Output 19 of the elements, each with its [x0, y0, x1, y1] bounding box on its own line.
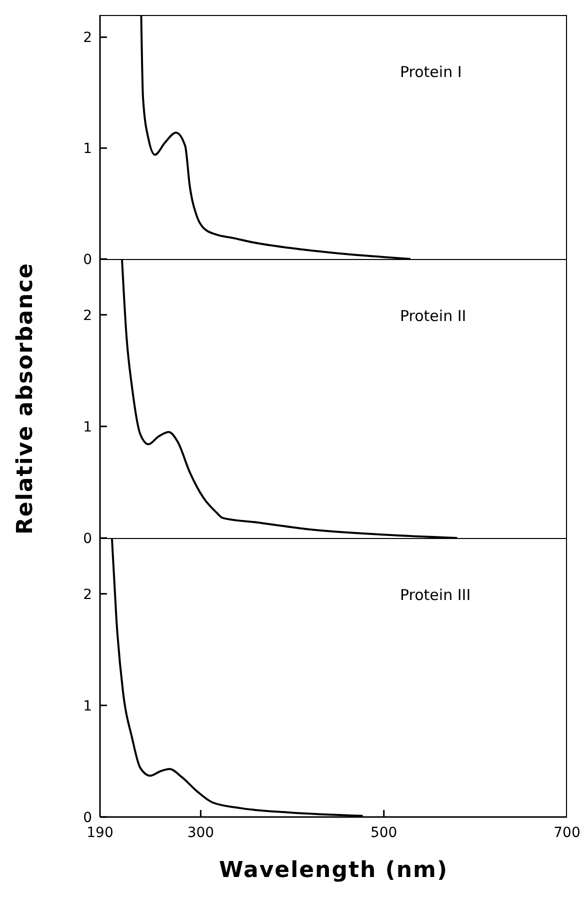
annotation: Protein III	[400, 586, 471, 604]
y-tick-label: 2	[83, 308, 92, 324]
y-tick-label: 2	[83, 30, 92, 46]
y-tick-label: 0	[83, 252, 92, 268]
y-tick-label: 1	[83, 698, 92, 714]
annotation: Protein I	[400, 63, 462, 81]
annotation: Protein II	[400, 307, 466, 325]
y-tick-label: 0	[83, 810, 92, 826]
x-axis-title: Wavelength (nm)	[219, 858, 448, 883]
y-tick-label: 1	[83, 141, 92, 158]
x-tick-label: 190	[86, 825, 114, 841]
y-tick-label: 0	[83, 531, 92, 547]
x-tick-label: 300	[187, 825, 214, 841]
x-tick-label: 700	[554, 825, 580, 841]
x-tick-label: 500	[370, 825, 398, 841]
line-series	[120, 259, 458, 538]
y-tick-label: 2	[83, 586, 92, 603]
y-axis-title: Relative absorbance	[12, 262, 38, 535]
y-tick-label: 1	[83, 419, 92, 436]
